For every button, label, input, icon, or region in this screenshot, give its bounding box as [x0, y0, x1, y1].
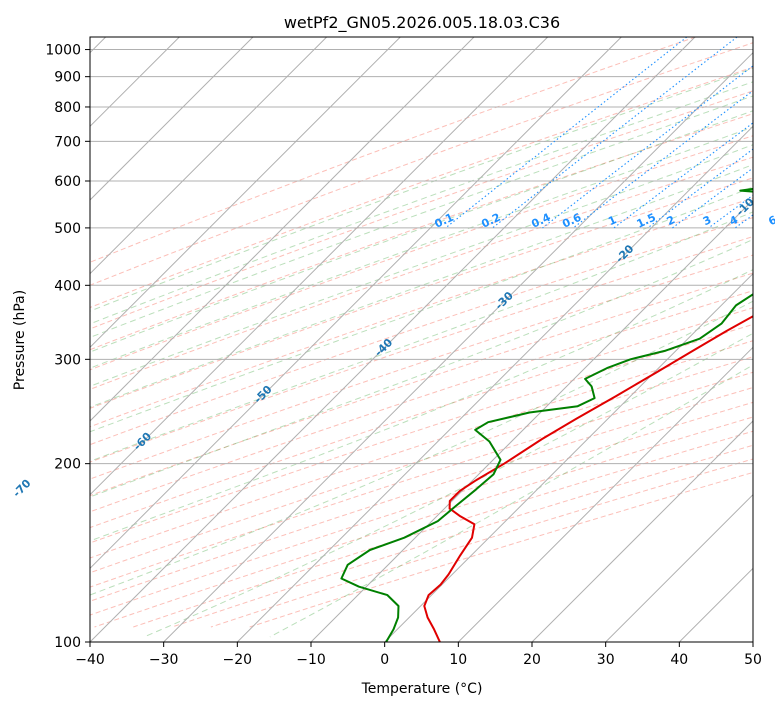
y-tick-label: 100 [54, 635, 81, 651]
isotherm-line [531, 420, 753, 642]
moist-adiabat [90, 300, 753, 596]
axes-layer: −40 −30 −20 −10 0 10 20 30 40 50 100 200 300 400 500 60… [45, 43, 762, 668]
y-tick-label: 500 [54, 221, 81, 237]
moist-adiabat [90, 164, 753, 408]
isotherm-label: -70 [10, 476, 33, 499]
x-tick-label: 50 [744, 652, 762, 668]
isotherm-line [310, 199, 753, 642]
x-tick-label: 0 [380, 652, 389, 668]
isotherm-line [605, 493, 753, 642]
isotherm-line [90, 37, 328, 275]
isotherm-line [236, 125, 753, 642]
dry-adiabat [90, 323, 753, 544]
temperature-profile [423, 315, 753, 642]
isotherm-line [90, 37, 254, 201]
dry-adiabat [90, 340, 753, 559]
x-tick-label: 10 [449, 652, 467, 668]
dry-adiabat [90, 66, 753, 309]
mixing-ratio-line [672, 167, 753, 229]
dry-adiabat [90, 177, 753, 409]
y-tick-label: 400 [54, 278, 81, 294]
dry-adiabat [90, 37, 696, 263]
isotherm-line [90, 37, 401, 349]
moist-adiabat [90, 211, 753, 462]
profile-layer [340, 187, 753, 642]
isotherm-line [90, 37, 475, 422]
moist-adiabat [90, 67, 753, 312]
isotherm-line [457, 346, 753, 642]
x-axis-label: Temperature (°C) [361, 681, 483, 697]
isotherm-line [90, 37, 622, 570]
mixing-ratio-label: 6 [766, 213, 775, 228]
dry-adiabat [90, 371, 753, 588]
x-tick-label: −30 [149, 652, 179, 668]
mixing-ratio-line [572, 90, 753, 229]
mixing-ratio-layer [445, 37, 753, 229]
dewpoint-profile [340, 187, 753, 642]
y-axis-label: Pressure (hPa) [12, 290, 28, 390]
y-tick-label: 300 [54, 352, 81, 368]
mixing-ratio-line [542, 65, 753, 229]
isotherm-line [752, 641, 753, 642]
y-tick-label: 600 [54, 174, 81, 190]
dry-adiabat [90, 290, 753, 513]
grid-layer [90, 37, 753, 642]
isotherm-line [384, 272, 753, 642]
moist-adiabat [90, 144, 753, 387]
moist-adiabat [144, 332, 753, 638]
isotherm-line [90, 37, 696, 642]
mixing-ratio-line [492, 37, 738, 229]
y-tick-label: 800 [54, 100, 81, 116]
dry-adiabat [90, 135, 753, 371]
chart-title: wetPf2_GN05.2026.005.18.03.C36 [284, 13, 560, 33]
y-tick-label: 700 [54, 134, 81, 150]
dry-adiabat [90, 42, 753, 286]
x-tick-label: 30 [597, 652, 615, 668]
dry-adiabat [90, 90, 753, 330]
dry-adiabat [90, 386, 753, 602]
isotherm-line [90, 37, 549, 496]
moist-adiabat [90, 269, 753, 542]
isotherm-line [163, 51, 753, 642]
dry-adiabat [90, 156, 753, 390]
x-tick-label: 20 [523, 652, 541, 668]
x-tick-label: −10 [296, 652, 326, 668]
x-tick-label: −40 [75, 652, 105, 668]
plot-area [90, 37, 753, 642]
plot-frame [89, 36, 754, 643]
y-tick-label: 200 [54, 457, 81, 473]
x-tick-label: 40 [670, 652, 688, 668]
dry-adiabat [90, 307, 753, 529]
y-tick-label: 900 [54, 70, 81, 86]
x-tick-label: −20 [223, 652, 253, 668]
y-tick-label: 1000 [45, 43, 81, 59]
